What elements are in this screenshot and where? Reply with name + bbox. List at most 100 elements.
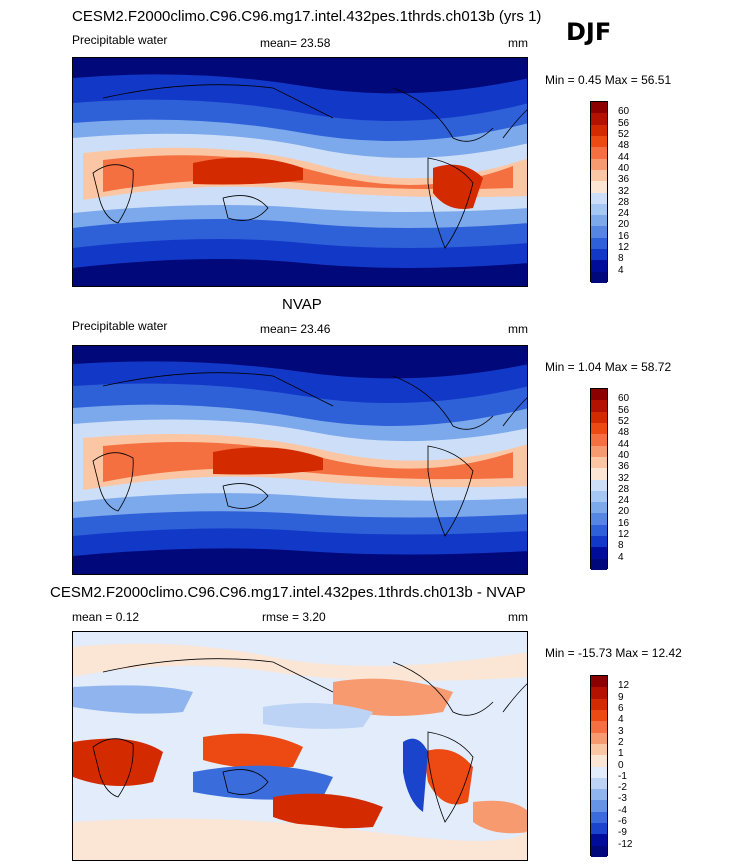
colorbar-swatch	[591, 135, 607, 148]
colorbar-tick-label: 16	[618, 517, 630, 529]
colorbar-tick-label: 48	[618, 427, 630, 439]
panel2-max-value: 58.72	[641, 360, 672, 374]
colorbar-tick-label: 44	[618, 438, 630, 450]
panel3-map-svg	[73, 632, 527, 860]
panel2-min-label: Min =	[545, 360, 575, 374]
colorbar-tick-label: -12	[618, 838, 633, 850]
panel3-units: mm	[508, 610, 528, 624]
panel1-mean-label: mean=	[260, 36, 298, 50]
colorbar-tick-label: -2	[618, 782, 627, 794]
panel2-min-value: 1.04	[578, 360, 602, 374]
colorbar-swatch	[591, 479, 607, 491]
panel2-minmax: Min = 1.04 Max = 58.72	[545, 360, 671, 374]
panel1-variable: Precipitable water	[72, 33, 168, 47]
colorbar-tick-label: 28	[618, 196, 630, 208]
panel2-mean-label: mean=	[260, 322, 298, 336]
colorbar-swatch	[591, 468, 607, 480]
colorbar-swatch	[591, 158, 607, 170]
panel2-map	[72, 345, 528, 575]
colorbar-tick-label: 1	[618, 748, 624, 760]
colorbar-tick-label: 36	[618, 174, 630, 186]
colorbar-tick-label: 4	[618, 264, 624, 276]
colorbar-tick-label: 60	[618, 393, 630, 405]
colorbar-swatch	[591, 169, 607, 182]
colorbar-tick-label: 8	[618, 540, 624, 552]
panel3-min-value: -15.73	[578, 646, 613, 660]
colorbar-tick-label: 4	[618, 714, 624, 726]
colorbar-tick-label: 52	[618, 128, 630, 140]
panel2-units: mm	[508, 322, 528, 336]
colorbar-tick-label: -4	[618, 804, 627, 816]
colorbar-tick-label: 32	[618, 185, 630, 197]
colorbar-tick-label: 32	[618, 472, 630, 484]
colorbar-tick-label: 24	[618, 208, 630, 220]
panel3-map	[72, 631, 528, 861]
colorbar-swatch	[591, 755, 607, 767]
panel3-mean-value: 0.12	[115, 610, 140, 624]
panel1-map-svg	[73, 58, 527, 286]
colorbar-tick-label: -9	[618, 827, 627, 839]
colorbar-swatch	[591, 226, 607, 238]
colorbar-tick-label: 20	[618, 506, 630, 518]
colorbar-swatch	[591, 766, 607, 778]
colorbar-swatch	[591, 800, 607, 812]
panel3-rmse: rmse = 3.20	[262, 610, 326, 624]
panel3-minmax: Min = -15.73 Max = 12.42	[545, 646, 682, 660]
colorbar-swatch	[591, 124, 607, 136]
colorbar-swatch	[591, 192, 607, 204]
panel2-mean: mean= 23.46	[260, 322, 330, 336]
panel1-minmax: Min = 0.45 Max = 56.51	[545, 73, 671, 87]
panel1-colorbar	[590, 101, 608, 283]
colorbar-tick-label: 28	[618, 483, 630, 495]
colorbar-tick-label: 3	[618, 725, 624, 737]
colorbar-tick-label: 20	[618, 219, 630, 231]
colorbar-swatch	[591, 249, 607, 261]
colorbar-tick-label: 52	[618, 415, 630, 427]
panel3-title: CESM2.F2000climo.C96.C96.mg17.intel.432p…	[50, 584, 526, 601]
colorbar-swatch	[591, 113, 607, 125]
panel2-colorbar	[590, 388, 608, 570]
colorbar-swatch	[591, 547, 607, 559]
colorbar-swatch	[591, 434, 607, 446]
colorbar-swatch	[591, 389, 607, 401]
colorbar-tick-label: 6	[618, 702, 624, 714]
panel3-max-label: Max =	[615, 646, 649, 660]
colorbar-swatch	[591, 271, 607, 283]
colorbar-tick-label: 12	[618, 680, 630, 692]
colorbar-swatch	[591, 181, 607, 193]
colorbar-swatch	[591, 524, 607, 537]
season-label: DJF	[566, 18, 612, 46]
colorbar-swatch	[591, 513, 607, 525]
panel2-map-svg	[73, 346, 527, 574]
colorbar-swatch	[591, 558, 607, 570]
panel2-title: NVAP	[282, 296, 322, 313]
colorbar-tick-label: 8	[618, 253, 624, 265]
colorbar-tick-label: 48	[618, 140, 630, 152]
colorbar-swatch	[591, 823, 607, 835]
colorbar-swatch	[591, 687, 607, 699]
colorbar-tick-label: -6	[618, 816, 627, 828]
colorbar-swatch	[591, 203, 607, 216]
colorbar-swatch	[591, 811, 607, 824]
colorbar-swatch	[591, 445, 607, 457]
panel2-mean-value: 23.46	[300, 322, 331, 336]
colorbar-swatch	[591, 502, 607, 514]
colorbar-swatch	[591, 411, 607, 423]
colorbar-swatch	[591, 698, 607, 710]
colorbar-swatch	[591, 845, 607, 857]
colorbar-swatch	[591, 732, 607, 744]
colorbar-swatch	[591, 721, 607, 733]
colorbar-tick-label: 36	[618, 461, 630, 473]
panel3-min-label: Min =	[545, 646, 575, 660]
colorbar-swatch	[591, 676, 607, 688]
colorbar-tick-label: 16	[618, 230, 630, 242]
panel3-max-value: 12.42	[651, 646, 682, 660]
panel2-variable: Precipitable water	[72, 319, 168, 333]
colorbar-swatch	[591, 789, 607, 801]
colorbar-swatch	[591, 237, 607, 250]
colorbar-swatch	[591, 834, 607, 846]
panel1-title: CESM2.F2000climo.C96.C96.mg17.intel.432p…	[72, 8, 542, 25]
colorbar-tick-label: 2	[618, 736, 624, 748]
colorbar-swatch	[591, 422, 607, 435]
colorbar-tick-label: 24	[618, 495, 630, 507]
